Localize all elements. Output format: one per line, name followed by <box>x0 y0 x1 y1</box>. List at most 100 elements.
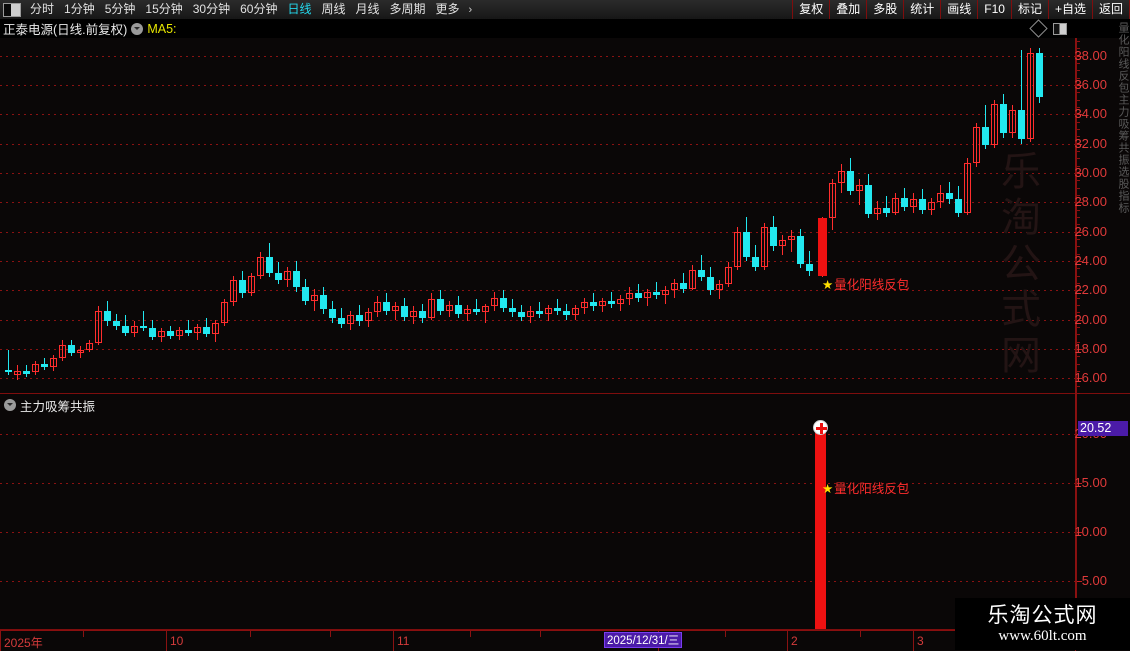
price-axis[interactable]: 38.00 36.00 34.00 32.00 30.00 28.00 26.00 24.00… <box>1074 38 1130 630</box>
period-tab-0[interactable]: 分时 <box>30 2 55 16</box>
candle-body <box>644 291 651 298</box>
candle-body <box>311 294 318 301</box>
period-tab-5[interactable]: 60分钟 <box>240 2 278 16</box>
period-tab-8[interactable]: 月线 <box>355 2 380 16</box>
period-tab-2[interactable]: 5分钟 <box>104 2 136 16</box>
date-axis[interactable]: 2025年101112232025/12/31/三 <box>0 630 1130 651</box>
period-tab-7[interactable]: 周线 <box>321 2 346 16</box>
period-tab-4[interactable]: 30分钟 <box>192 2 231 16</box>
candle-body <box>167 331 174 336</box>
indicator-bottom-divider <box>0 629 1130 630</box>
axis-minor-tick <box>1077 246 1080 247</box>
candle-body <box>50 357 57 367</box>
axis-tick <box>1077 232 1082 233</box>
candle-wick <box>233 275 234 307</box>
price-gridline <box>0 202 1075 203</box>
candle-wick <box>832 178 833 231</box>
period-tab-1[interactable]: 1分钟 <box>64 2 95 16</box>
indicator-gridline <box>0 483 1075 484</box>
axis-minor-tick <box>1077 166 1080 167</box>
candle-body <box>230 280 237 303</box>
axis-minor-tick <box>1077 342 1080 343</box>
candle-wick <box>89 340 90 352</box>
toolbar-button-8[interactable]: 返回 <box>1091 0 1130 19</box>
split-view-icon[interactable] <box>1053 22 1067 35</box>
candle-body <box>1018 109 1025 140</box>
background-watermark: 乐淘公式网 <box>995 150 1039 380</box>
candle-body <box>185 329 192 333</box>
candle-body <box>401 306 408 317</box>
chevron-down-icon[interactable] <box>4 399 16 411</box>
candle-body <box>635 293 642 298</box>
period-tab-3[interactable]: 15分钟 <box>145 2 183 16</box>
candle-body <box>455 304 462 314</box>
axis-minor-tick <box>1077 158 1080 159</box>
period-tab-10[interactable]: 更多 <box>435 2 460 16</box>
candle-body <box>788 236 795 241</box>
price-axis-label: 34.00 <box>1074 106 1107 121</box>
axis-minor-tick <box>1077 386 1080 387</box>
indicator-name: 主力吸筹共振 <box>20 399 96 414</box>
candle-body <box>865 184 872 215</box>
date-axis-label: 2 <box>791 634 798 648</box>
indicator-axis-label: 5.00 <box>1081 573 1107 588</box>
candle-wick <box>809 250 810 276</box>
price-axis-label: 20.00 <box>1074 312 1107 327</box>
date-minor-tick <box>860 631 861 637</box>
date-minor-tick <box>250 631 251 637</box>
axis-minor-tick <box>1077 188 1080 189</box>
candle-body <box>221 302 228 323</box>
candle-body <box>104 310 111 322</box>
toolbar-button-7[interactable]: +自选 <box>1047 0 1092 19</box>
diamond-icon[interactable] <box>1029 19 1048 38</box>
candle-wick <box>656 281 657 300</box>
toolbar-button-2[interactable]: 多股 <box>866 0 903 19</box>
axis-minor-tick <box>1077 129 1080 130</box>
toolbar-button-1[interactable]: 叠加 <box>829 0 866 19</box>
candle-wick <box>1021 49 1022 144</box>
chevron-down-icon[interactable] <box>131 22 144 35</box>
period-tab-9[interactable]: 多周期 <box>389 2 426 16</box>
date-minor-tick <box>330 631 331 637</box>
candle-body <box>248 275 255 294</box>
price-chart-pane[interactable]: ★量化阳线反包 <box>0 38 1075 393</box>
toolbar-button-5[interactable]: F10 <box>977 0 1011 19</box>
candle-body <box>1027 52 1034 140</box>
toolbar-button-3[interactable]: 统计 <box>903 0 940 19</box>
more-arrow-icon[interactable]: › <box>468 3 473 16</box>
candle-wick <box>53 354 54 371</box>
axis-tick <box>1077 144 1082 145</box>
panel-toggle-icon[interactable] <box>3 2 21 17</box>
period-tab-6[interactable]: 日线 <box>287 2 312 16</box>
candle-body <box>212 322 219 335</box>
axis-tick <box>1077 173 1082 174</box>
toolbar-button-0[interactable]: 复权 <box>792 0 829 19</box>
candle-body <box>131 325 138 333</box>
candle-body <box>910 199 917 207</box>
axis-tick <box>1077 56 1082 57</box>
toolbar-button-6[interactable]: 标记 <box>1010 0 1048 19</box>
candle-wick <box>976 123 977 168</box>
toolbar-right-buttons: 复权 叠加 多股 统计 画线 F10 标记 +自选 返回 <box>792 0 1130 19</box>
candle-body <box>14 370 21 376</box>
site-watermark: 乐淘公式网 www.60lt.com <box>955 598 1130 650</box>
candle-body <box>554 307 561 311</box>
indicator-pane[interactable]: ★量化阳线反包 <box>0 414 1075 630</box>
date-tick <box>0 631 1 651</box>
candle-body <box>797 236 804 264</box>
candle-wick <box>539 302 540 319</box>
candle-body <box>901 197 908 207</box>
candle-wick <box>575 304 576 320</box>
date-minor-tick <box>470 631 471 637</box>
candle-body <box>1009 109 1016 134</box>
candle-body <box>806 263 813 272</box>
candle-wick <box>931 197 932 216</box>
toolbar-button-4[interactable]: 画线 <box>940 0 977 19</box>
axis-minor-tick <box>1077 393 1080 394</box>
candle-wick <box>877 200 878 220</box>
crosshair-plus-marker[interactable] <box>813 419 828 435</box>
axis-tick <box>1077 202 1082 203</box>
candle-wick <box>629 287 630 305</box>
candle-wick <box>913 193 914 213</box>
price-gridline <box>0 290 1075 291</box>
